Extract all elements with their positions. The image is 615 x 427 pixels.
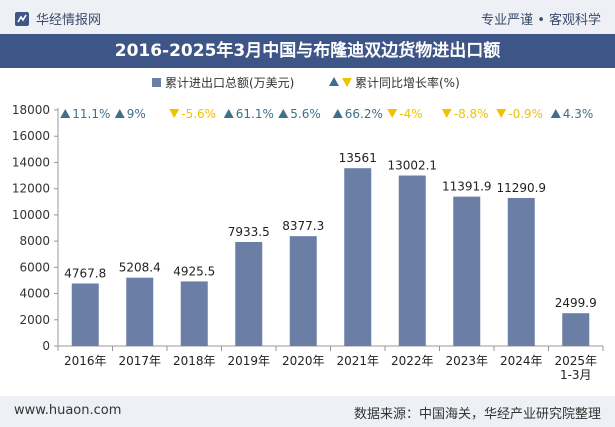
bar [398,175,426,346]
x-tick-label: 2016年 [64,354,107,368]
growth-up-triangle-icon [550,109,561,118]
chart-title: 2016-2025年3月中国与布隆迪双边货物进出口额 [0,34,615,68]
bar-value-label: 5208.4 [119,261,161,275]
legend-growth-label: 累计同比增长率(%) [355,75,460,90]
growth-label: -5.6% [181,107,216,121]
legend-bar-swatch [152,78,161,87]
growth-up-triangle-icon [332,109,343,118]
bars: 4767.8 5208.4 4925.5 7933.5 8377.3 13561 13002… [64,151,597,346]
x-tick-label: 2017年 [118,354,161,368]
slogan: 专业严谨 • 客观科学 [481,13,601,28]
x-tick-label: 2018年 [173,354,216,368]
website-link[interactable]: www.huaon.com [14,403,122,418]
x-tick-label: 2023年 [445,354,488,368]
bar [71,283,99,346]
x-tick-label: 1-3月 [560,368,592,382]
legend-down-triangle-icon [342,78,352,87]
y-tick-label: 4000 [19,287,50,301]
top-bar: 华经情报网 专业严谨 • 客观科学 [0,0,615,34]
y-tick-label: 6000 [19,260,50,274]
y-tick-label: 10000 [12,208,50,222]
growth-label: 11.1% [72,107,110,121]
brand: 华经情报网 [14,9,101,28]
y-tick-label: 16000 [12,129,50,143]
bar [180,281,208,346]
growth-down-triangle-icon [441,109,452,118]
growth-up-triangle-icon [114,109,125,118]
bar-value-label: 4767.8 [64,266,106,280]
y-tick-label: 0 [42,339,50,353]
y-tick-label: 12000 [12,182,50,196]
footer: www.huaon.com 数据来源：中国海关，华经产业研究院整理 [0,396,615,427]
legend-bar-label: 累计进出口总额(万美元) [165,76,294,90]
growth-label: 5.6% [290,107,321,121]
legend: 累计进出口总额(万美元) 累计同比增长率(%) [152,75,460,90]
bar-value-label: 4925.5 [173,264,215,278]
bar [507,197,535,346]
bar [562,313,590,346]
bar-value-label: 8377.3 [282,219,324,233]
bar-value-label: 13561 [339,151,377,165]
data-source: 数据来源：中国海关，华经产业研究院整理 [353,407,601,422]
bar-value-label: 11290.9 [496,181,546,195]
growth-label: 61.1% [236,107,274,121]
growth-up-triangle-icon [223,109,234,118]
growth-down-triangle-icon [169,109,180,118]
logo-icon [15,11,29,26]
x-tick-label: 2020年 [282,354,325,368]
growth-labels: 11.1% 9% -5.6% 61.1% 5.6% 66.2% -4% -8.8% -0.9% 4… [60,107,593,121]
x-tick-label: 2024年 [500,354,543,368]
x-tick-label: 2019年 [227,354,270,368]
growth-label: 66.2% [345,107,383,121]
y-tick-label: 2000 [19,313,50,327]
growth-up-triangle-icon [278,109,289,118]
growth-label: -8.8% [454,107,489,121]
growth-label: -4% [399,107,422,121]
x-tick-label: 2021年 [336,354,379,368]
bar-value-label: 11391.9 [442,180,492,194]
bar-chart: 累计进出口总额(万美元) 累计同比增长率(%) 0 2000 4000 6000 800… [12,75,604,382]
y-tick-label: 14000 [12,155,50,169]
growth-down-triangle-icon [496,109,507,118]
brand-name: 华经情报网 [36,13,102,28]
bar [126,277,154,346]
bar [453,196,481,346]
bar [235,241,263,346]
growth-label: 4.3% [563,107,594,121]
growth-label: -0.9% [508,107,543,121]
y-tick-label: 8000 [19,234,50,248]
x-tick-label: 2022年 [391,354,434,368]
bar [344,168,372,346]
bar-value-label: 13002.1 [387,159,437,173]
bar-value-label: 2499.9 [555,296,597,310]
bar-value-label: 7933.5 [228,225,270,239]
bar [289,236,317,346]
growth-down-triangle-icon [387,109,398,118]
y-tick-label: 18000 [12,103,50,117]
growth-up-triangle-icon [60,109,71,118]
axes: 0 2000 4000 6000 8000 10000 12000 14000 16000 180… [12,103,604,382]
x-tick-label: 2025年 [554,354,597,368]
growth-label: 9% [127,107,146,121]
legend-up-triangle-icon [329,77,339,86]
